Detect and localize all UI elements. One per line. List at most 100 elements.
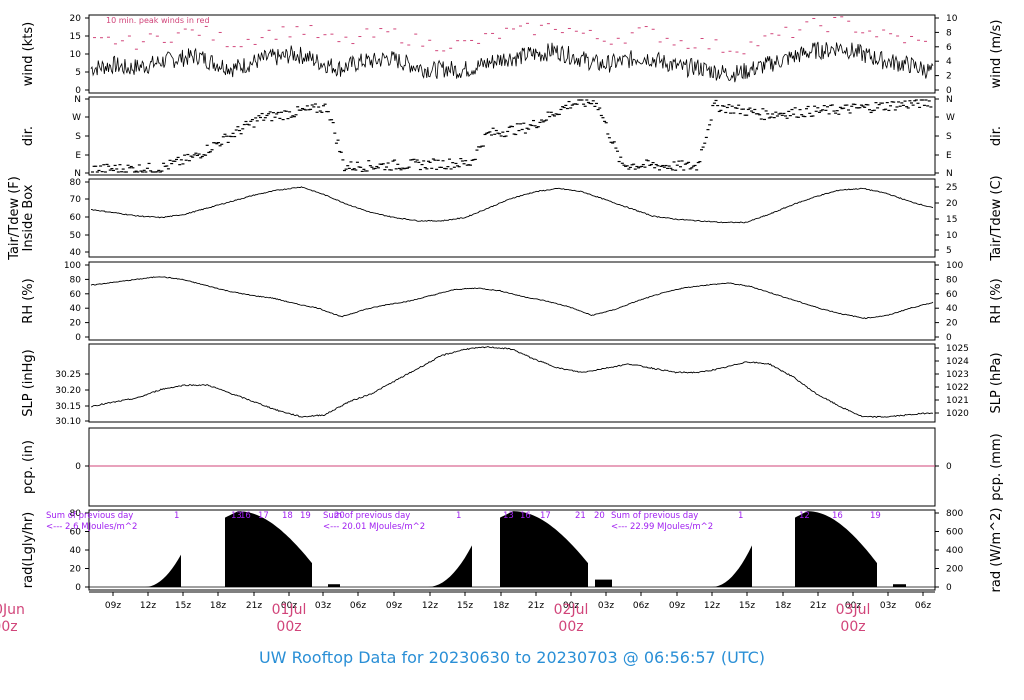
ytick-right-label: 1020 (946, 409, 969, 419)
radiation-morning-ramp (428, 545, 472, 587)
day-label-time: 00z (840, 619, 865, 635)
x-tick-label: 00z (845, 601, 861, 611)
ytick-right-label: 10 (946, 14, 958, 24)
ytick-right-label: 15 (946, 215, 957, 225)
radiation-hour-mark: 1 (738, 511, 743, 521)
ytick-right-label: 1021 (946, 396, 969, 406)
ylabel-left-temp: Tair/Tdew (F) (7, 176, 22, 261)
radiation-hour-mark: 13 (503, 511, 514, 521)
radiation-hour-mark: 20 (334, 511, 345, 521)
ytick-left-label: 20 (70, 565, 82, 575)
x-tick-label: 15z (175, 601, 191, 611)
ytick-left-label: 100 (64, 261, 81, 271)
ytick-left-label: 60 (70, 528, 82, 538)
ylabel-right-wind: wind (m/s) (989, 20, 1004, 89)
ytick-right-label: 0 (946, 333, 952, 343)
ytick-right-label: 60 (946, 290, 958, 300)
ytick-right-label: 1025 (946, 344, 969, 354)
ytick-left-label: 30.25 (55, 370, 81, 380)
ytick-left-label: 30.15 (55, 402, 81, 412)
radiation-hour-mark: 16 (240, 511, 251, 521)
ytick-left-label: 0 (75, 86, 81, 96)
radiation-hour-mark: 19 (870, 511, 881, 521)
radiation-hour-mark: 12 (799, 511, 810, 521)
panel-frame-slp (88, 343, 936, 423)
day-label-time: 00z (276, 619, 301, 635)
ylabel-right-rad: rad (W/m^2) (989, 508, 1004, 593)
radiation-morning-ramp (145, 554, 181, 587)
ytick-right-label: 10 (946, 231, 958, 241)
x-tick-label: 06z (350, 601, 366, 611)
ytick-left-label: 15 (70, 32, 81, 42)
x-tick-label: 12z (140, 601, 156, 611)
ytick-right-label: 5 (946, 246, 952, 256)
ytick-right-label: 600 (946, 528, 963, 538)
ylabel-right-rh: RH (%) (989, 278, 1004, 323)
ytick-left-label: 20 (70, 319, 82, 329)
x-tick-label: 00z (563, 601, 579, 611)
ytick-left-label: 20 (70, 14, 82, 24)
ylabel-left-rh: RH (%) (21, 278, 36, 323)
panel-frame-temp (88, 178, 936, 258)
radiation-sum-label: Sum of previous day (611, 511, 698, 521)
tair-line (90, 186, 934, 224)
radiation-hour-mark: 1 (174, 511, 179, 521)
day-label-date: 02Jul (554, 602, 589, 618)
chart-footer-title: UW Rooftop Data for 20230630 to 20230703… (258, 648, 766, 667)
ylabel-left-wind: wind (kts) (21, 22, 36, 86)
x-tick-label: 09z (105, 601, 121, 611)
ytick-left-label: 80 (70, 509, 82, 519)
ytick-right-label: 1022 (946, 383, 969, 393)
radiation-sum-value: <--- 2.6 MJoules/m^2 (46, 522, 137, 532)
radiation-evening-tail (328, 584, 340, 587)
ytick-right-label: 400 (946, 546, 963, 556)
ytick-left-label: 80 (70, 275, 82, 285)
radiation-hour-mark: 19 (300, 511, 311, 521)
ytick-right-label: 4 (946, 57, 952, 67)
ytick-right-label: 40 (946, 304, 958, 314)
ytick-left-label: 50 (70, 231, 82, 241)
day-label-date: 01Jul (272, 602, 307, 618)
radiation-sum-value: <--- 22.99 MJoules/m^2 (611, 522, 713, 532)
ytick-right-label: W (946, 113, 955, 123)
ytick-left-label: 40 (70, 248, 82, 258)
ytick-right-label: 0 (946, 583, 952, 593)
ytick-right-label: 20 (946, 319, 958, 329)
ytick-left-label: 30.10 (55, 417, 81, 427)
x-tick-label: 18z (210, 601, 226, 611)
radiation-hour-mark: 17 (258, 511, 269, 521)
radiation-hour-mark: 1 (456, 511, 461, 521)
radiation-sum-value: <--- 20.01 MJoules/m^2 (323, 522, 425, 532)
ytick-left-label: 10 (70, 50, 82, 60)
ytick-left-label: 80 (70, 178, 82, 188)
ytick-right-label: 1023 (946, 370, 969, 380)
day-label-date: 03Jul (836, 602, 871, 618)
ylabel-left-pcp: pcp. (in) (21, 440, 36, 494)
panel-frame-pcp (88, 427, 936, 507)
ytick-right-label: 25 (946, 183, 957, 193)
slp-line (90, 345, 934, 418)
ytick-right-label: N (946, 95, 953, 105)
radiation-hour-mark: 18 (282, 511, 293, 521)
ytick-right-label: S (946, 132, 952, 142)
ytick-left-label: W (72, 113, 81, 123)
radiation-hour-mark: 13 (231, 511, 242, 521)
radiation-sum-label: Sum of previous day (323, 511, 410, 521)
x-tick-label: 00z (281, 601, 297, 611)
rh-line (90, 276, 934, 320)
radiation-hour-mark: 21 (575, 511, 586, 521)
ylabel-left-slp: SLP (inHg) (21, 349, 36, 417)
ytick-right-label: 20 (946, 199, 958, 209)
ytick-right-label: 800 (946, 509, 963, 519)
ytick-left-label: 40 (70, 546, 82, 556)
ytick-left-label: 70 (70, 195, 82, 205)
radiation-evening-tail (893, 584, 906, 587)
x-tick-label: 21z (810, 601, 826, 611)
ytick-left-label: 60 (70, 290, 82, 300)
ytick-right-label: 1024 (946, 357, 969, 367)
ytick-left-label: 60 (70, 213, 82, 223)
wind-speed-line (90, 41, 934, 83)
panel-frame-dir (88, 96, 936, 176)
ytick-left-label: 40 (70, 304, 82, 314)
